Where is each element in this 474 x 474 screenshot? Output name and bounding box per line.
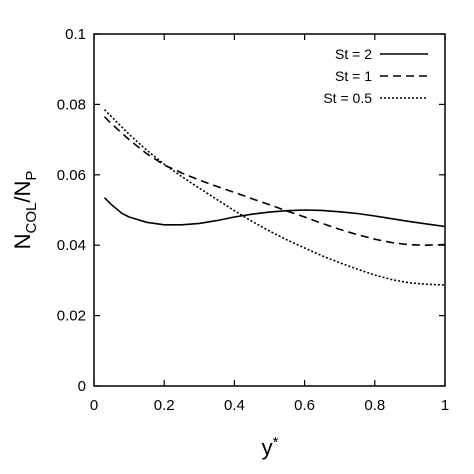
y-tick-label: 0.08	[57, 96, 86, 113]
legend-label: St = 0.5	[323, 90, 372, 106]
x-tick-label: 0.2	[154, 397, 175, 414]
legend-label: St = 1	[335, 68, 372, 84]
y-axis-title-main: N	[10, 233, 35, 249]
series-line-1	[103, 197, 446, 228]
legend-label: St = 2	[335, 46, 372, 62]
y-axis-title-sub2: P	[23, 171, 40, 181]
axis-ticks	[93, 33, 446, 387]
series-line-3	[103, 109, 446, 286]
x-axis-title-main: y	[262, 435, 273, 460]
x-tick-label: 0.4	[224, 397, 245, 414]
y-tick-label: 0.02	[57, 308, 86, 325]
x-axis-title-sup: *	[273, 434, 279, 451]
x-tick-label: 0.8	[364, 397, 385, 414]
x-tick-labels: 0 0.2 0.4 0.6 0.8 1	[90, 397, 449, 414]
y-tick-label: 0.1	[65, 26, 86, 43]
y-axis-title-sep: /N	[10, 181, 35, 203]
y-axis-title-sub1: COL	[23, 203, 40, 234]
y-tick-label: 0.04	[57, 237, 86, 254]
plot-area	[93, 33, 446, 387]
series-line-2	[103, 116, 446, 247]
y-tick-labels: 0 0.02 0.04 0.06 0.08 0.1	[57, 26, 86, 395]
y-axis-title: NCOL/NP	[10, 171, 40, 250]
y-tick-label: 0.06	[57, 167, 86, 184]
plot-frame	[93, 33, 446, 387]
y-tick-label: 0	[78, 378, 86, 395]
x-axis-title: y*	[262, 434, 279, 460]
x-tick-label: 0	[90, 397, 98, 414]
x-tick-label: 0.6	[294, 397, 315, 414]
legend: St = 2 St = 1 St = 0.5	[323, 46, 428, 106]
x-tick-label: 1	[441, 397, 449, 414]
series-lines	[103, 109, 446, 286]
